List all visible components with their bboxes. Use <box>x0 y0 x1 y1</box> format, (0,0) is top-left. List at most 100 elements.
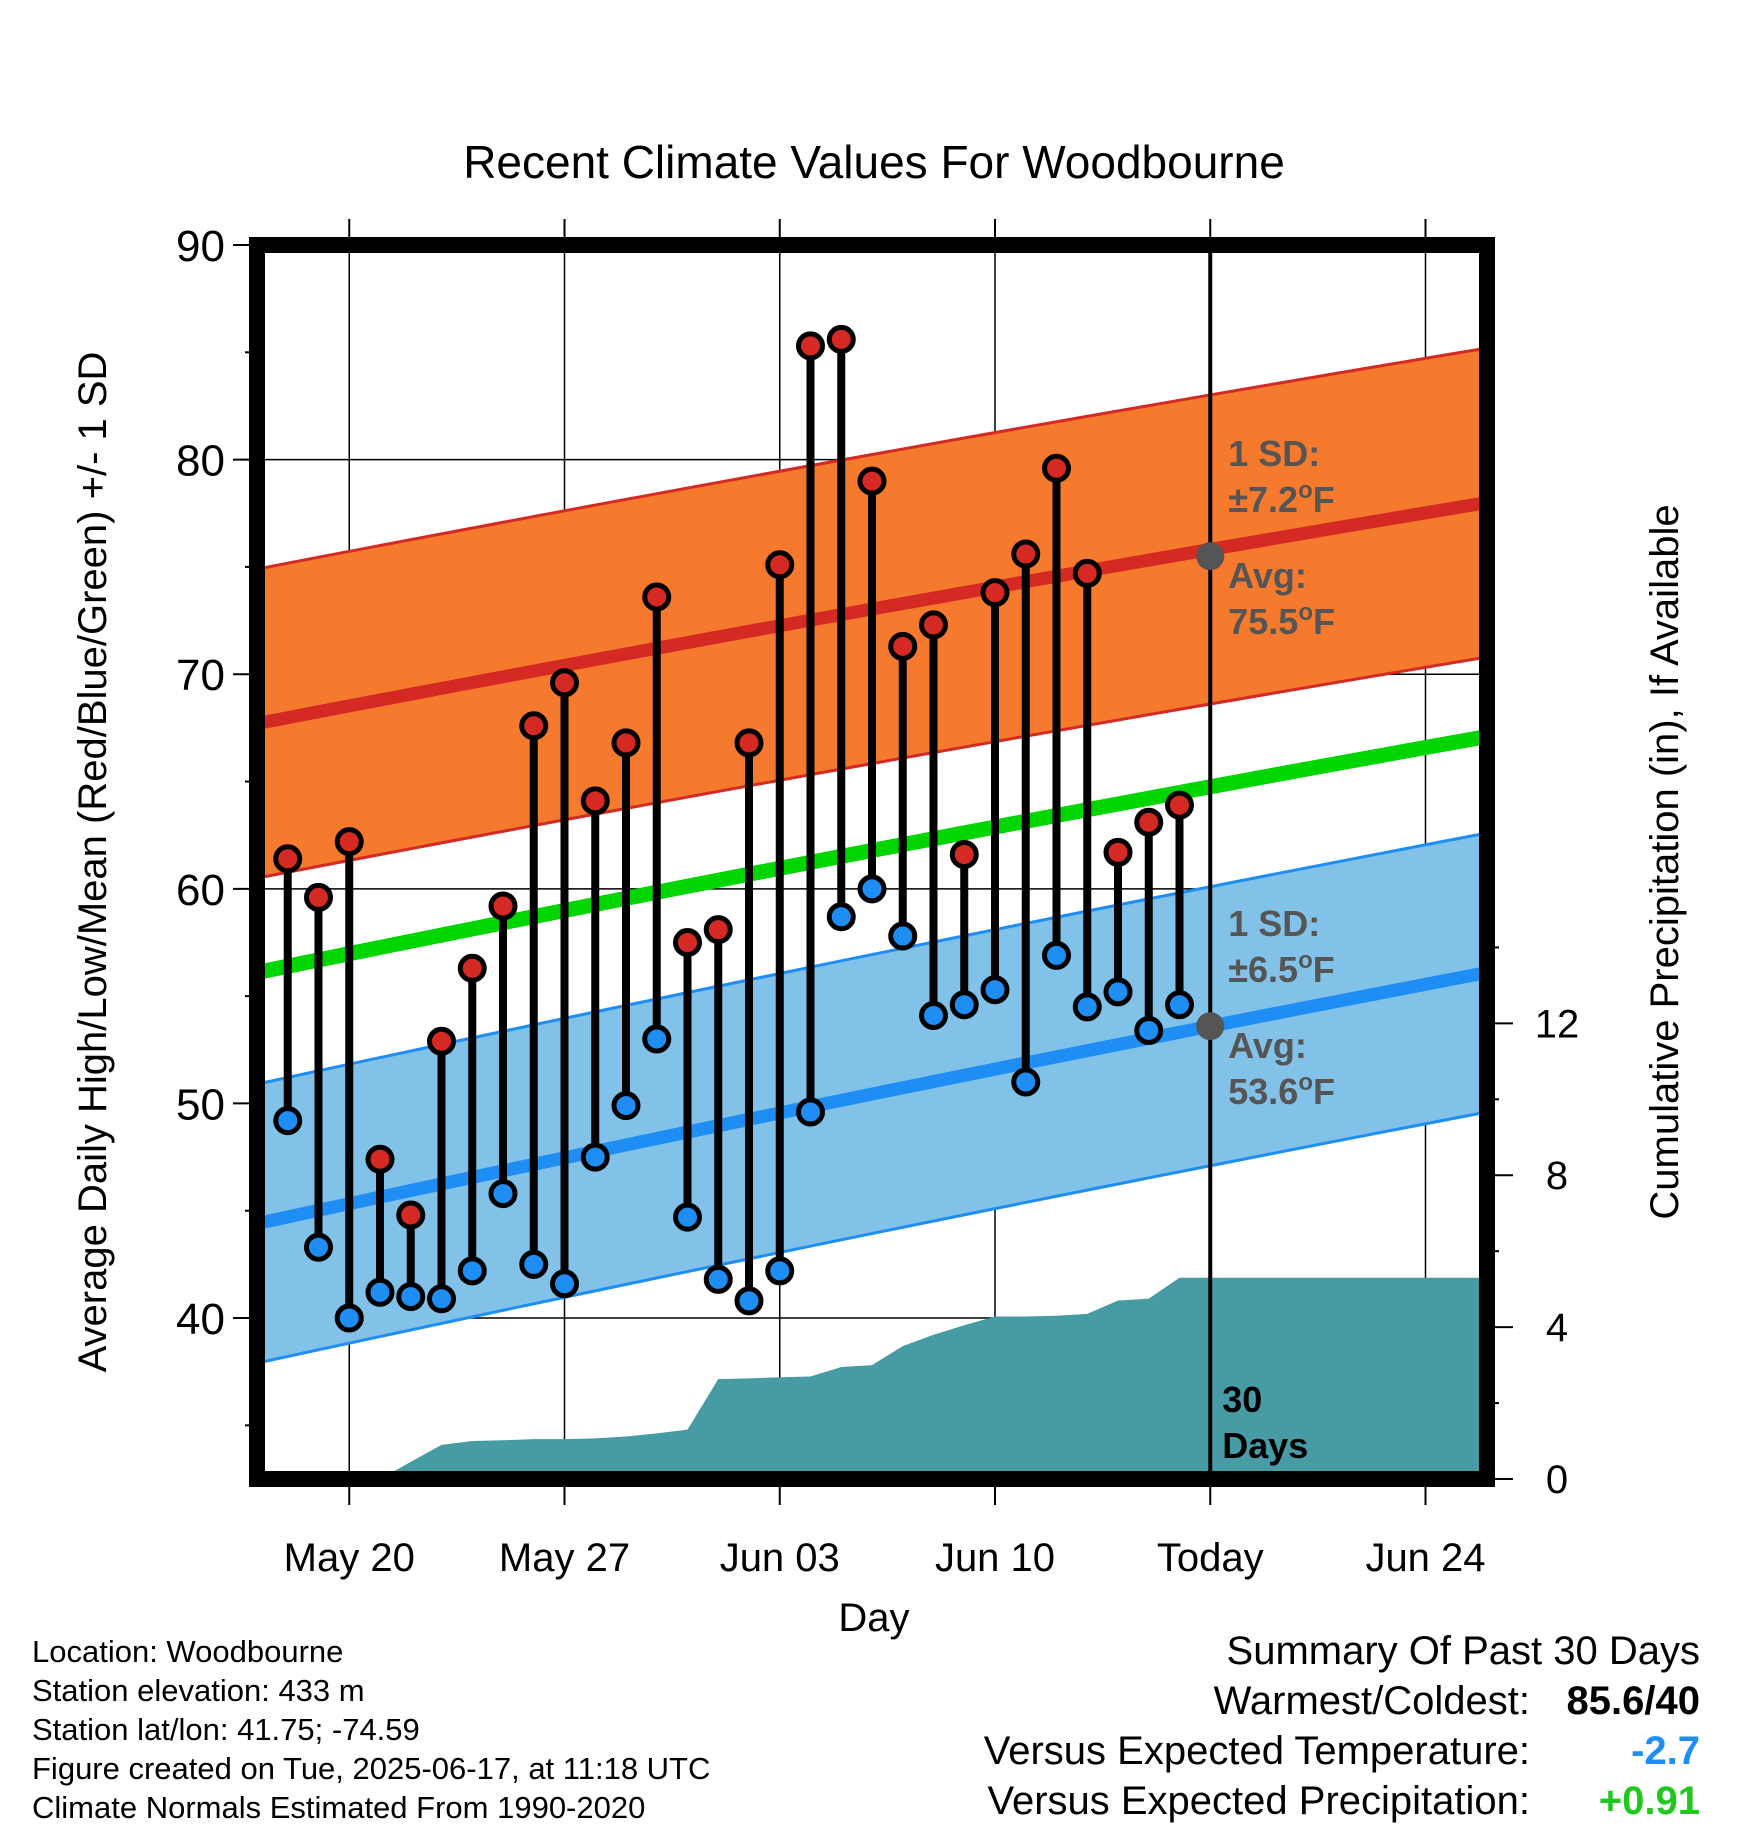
low-sd-annotation: 1 SD:±6.5oF <box>1228 903 1334 990</box>
high-sd-annotation-line: ±7.2oF <box>1228 477 1334 520</box>
high-sd-annotation-line: 1 SD: <box>1228 433 1320 474</box>
low-avg-annotation-line: Avg: <box>1228 1025 1307 1066</box>
daily-high-point <box>1165 790 1194 820</box>
daily-low-point <box>734 1286 764 1316</box>
precipitation-area <box>287 1277 1487 1479</box>
warmest-coldest-label: Warmest/Coldest: <box>1213 1679 1530 1723</box>
x-axis-label: Day <box>838 1596 909 1640</box>
y-tick-label: 60 <box>176 866 225 915</box>
y-tick-label: 40 <box>176 1295 225 1344</box>
summary-panel: Summary Of Past 30 Days Warmest/Coldest:… <box>984 1626 1700 1826</box>
daily-low-point <box>703 1264 733 1294</box>
daily-low-point <box>796 1097 825 1127</box>
plot-frame <box>249 237 1495 1487</box>
y-tick-label: 50 <box>176 1080 225 1129</box>
low-avg-annotation: Avg:53.6oF <box>1228 1025 1335 1112</box>
daily-high-point <box>273 844 303 874</box>
location-text: Location: Woodbourne <box>32 1634 344 1669</box>
daily-high-point <box>427 1026 456 1056</box>
daily-low-point <box>365 1277 395 1307</box>
normals-text: Climate Normals Estimated From 1990-2020 <box>32 1790 646 1825</box>
precip-departure-value: +0.91 <box>1598 1779 1700 1823</box>
daily-high-point <box>1103 837 1133 867</box>
y-tick-label: 80 <box>176 437 225 486</box>
daily-low-point <box>1165 990 1194 1020</box>
daily-high-point <box>1134 807 1164 837</box>
warmest-coldest-value: 85.6/40 <box>1566 1679 1700 1723</box>
y-axis-label: Average Daily High/Low/Mean (Red/Blue/Gr… <box>71 352 115 1373</box>
temp-departure-row: Versus Expected Temperature: -2.7 <box>984 1726 1700 1776</box>
daily-high-point <box>365 1144 395 1174</box>
daily-high-point <box>980 578 1010 608</box>
daily-high-point <box>580 786 610 816</box>
y-tick-label: 90 <box>176 222 225 271</box>
daily-high-point <box>457 953 487 983</box>
daily-low-point <box>611 1091 641 1121</box>
daily-low-point <box>1072 992 1102 1022</box>
low-avg-annotation-line: 53.6oF <box>1228 1069 1335 1112</box>
daily-high-point <box>1011 539 1041 569</box>
high-avg-annotation-text: 75.5 <box>1228 601 1298 642</box>
high-sd-annotation-text: 1 SD: <box>1228 433 1320 474</box>
low-sd-annotation-line: 1 SD: <box>1228 903 1320 944</box>
high-sd-annotation-text: ±7.2 <box>1228 479 1298 520</box>
low-avg-annotation-text: F <box>1313 1071 1335 1112</box>
temp-departure-label: Versus Expected Temperature: <box>983 1729 1530 1773</box>
daily-high-point <box>1042 453 1071 483</box>
x-tick-label: Today <box>1157 1536 1264 1580</box>
daily-low-point <box>765 1256 795 1286</box>
latlon-text: Station lat/lon: 41.75; -74.59 <box>32 1712 420 1747</box>
precip-departure-label: Versus Expected Precipitation: <box>987 1779 1530 1823</box>
summary-title: Summary Of Past 30 Days <box>1226 1629 1700 1673</box>
daily-low-point <box>550 1269 579 1299</box>
normal-high-sd-band-upper-edge <box>256 346 1488 571</box>
low-sd-annotation-line: ±6.5oF <box>1228 947 1334 990</box>
daily-high-point <box>826 324 856 354</box>
daily-low-point <box>304 1232 333 1262</box>
daily-high-point <box>919 610 948 640</box>
daily-high-point <box>857 466 887 496</box>
x-tick-label: Jun 24 <box>1365 1536 1485 1580</box>
daily-low-point <box>1011 1067 1041 1097</box>
daily-low-point <box>1042 940 1071 970</box>
daily-high-point <box>396 1200 426 1230</box>
high-avg-annotation-text: Avg: <box>1228 555 1307 596</box>
daily-low-point <box>673 1202 702 1232</box>
y2-tick-label: 4 <box>1546 1306 1568 1350</box>
daily-low-point <box>1103 977 1133 1007</box>
daily-low-point <box>1134 1015 1164 1045</box>
daily-high-point <box>734 728 764 758</box>
high-sd-annotation-text: o <box>1298 477 1313 504</box>
daily-high-point <box>304 882 333 912</box>
daily-high-point <box>703 915 733 945</box>
daily-high-point <box>673 927 702 957</box>
x-tick-label: May 27 <box>499 1536 630 1580</box>
y2-tick-label: 0 <box>1546 1458 1568 1502</box>
daily-low-point <box>980 975 1010 1005</box>
station-info: Location: Woodbourne Station elevation: … <box>32 1632 710 1827</box>
low-sd-annotation-text: F <box>1313 949 1335 990</box>
daily-high-point <box>642 582 672 612</box>
today-days-label: Days <box>1222 1425 1308 1466</box>
daily-low-point <box>857 874 887 904</box>
warmest-coldest-row: Warmest/Coldest: 85.6/40 <box>984 1676 1700 1726</box>
elevation-text: Station elevation: 433 m <box>32 1673 365 1708</box>
low-avg-annotation-text: 53.6 <box>1228 1071 1298 1112</box>
high-avg-annotation-text: F <box>1313 601 1335 642</box>
low-avg-annotation-text: Avg: <box>1228 1025 1307 1066</box>
daily-high-point <box>611 728 641 758</box>
daily-low-point <box>273 1106 303 1136</box>
x-tick-label: May 20 <box>284 1536 415 1580</box>
low-sd-annotation-text: o <box>1298 947 1313 974</box>
daily-high-point <box>1072 558 1102 588</box>
high-avg-annotation-text: o <box>1298 599 1313 626</box>
daily-high-point <box>519 711 549 741</box>
daily-low-point <box>519 1249 549 1279</box>
y2-tick-label: 8 <box>1546 1154 1568 1198</box>
low-avg-annotation-text: o <box>1298 1069 1313 1096</box>
chart-title: Recent Climate Values For Woodbourne <box>463 136 1285 188</box>
high-avg-annotation: Avg: 75.5oF <box>1228 555 1335 642</box>
daily-low-point <box>919 1000 948 1030</box>
temp-departure-value: -2.7 <box>1631 1729 1700 1773</box>
